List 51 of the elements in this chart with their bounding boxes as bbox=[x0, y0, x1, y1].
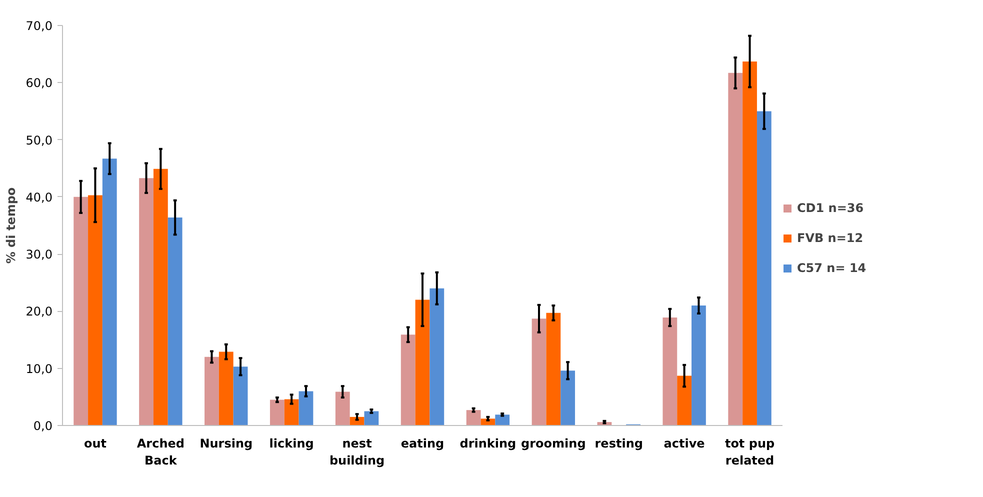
x-tick-label: grooming bbox=[521, 436, 586, 450]
y-axis-title: % di tempo bbox=[4, 187, 18, 264]
x-tick-label: licking bbox=[269, 436, 314, 450]
y-tick-label: 10,0 bbox=[26, 362, 52, 376]
bar bbox=[532, 318, 546, 426]
y-tick-label: 50,0 bbox=[26, 133, 52, 148]
x-tick-label: Arched Back bbox=[136, 436, 184, 468]
bar bbox=[430, 288, 444, 426]
bar bbox=[102, 158, 117, 426]
bar bbox=[495, 414, 510, 426]
bar bbox=[139, 178, 154, 426]
x-tick-label: Nursing bbox=[200, 436, 253, 450]
bar bbox=[560, 370, 576, 426]
bar bbox=[662, 318, 678, 426]
y-tick-label: 70,0 bbox=[26, 19, 52, 33]
bar bbox=[153, 168, 168, 426]
bar bbox=[546, 312, 561, 426]
bar bbox=[364, 411, 379, 426]
y-tick-label: 30,0 bbox=[26, 248, 52, 262]
y-tick-label: 0,0 bbox=[33, 419, 53, 433]
bar bbox=[284, 399, 299, 426]
bar bbox=[728, 72, 743, 426]
bar bbox=[466, 410, 481, 426]
bar bbox=[270, 400, 284, 426]
legend-label: CD1 n=36 bbox=[797, 201, 864, 215]
y-tick-label: 40,0 bbox=[26, 190, 52, 204]
y-tick-label: 60,0 bbox=[26, 76, 52, 90]
y-tick-label: 20,0 bbox=[26, 304, 52, 319]
x-tick-label: drinking bbox=[460, 436, 516, 450]
bar bbox=[204, 356, 219, 426]
x-tick-label: active bbox=[664, 436, 705, 450]
bar bbox=[742, 62, 757, 426]
bar bbox=[218, 352, 234, 426]
bar bbox=[233, 366, 248, 426]
bar bbox=[298, 391, 314, 426]
x-tick-label: resting bbox=[594, 436, 643, 450]
legend-label: FVB n=12 bbox=[797, 231, 864, 245]
bar bbox=[335, 392, 350, 426]
bar bbox=[692, 306, 706, 426]
bar bbox=[400, 334, 416, 426]
x-tick-label: tot pup related bbox=[724, 436, 775, 468]
bar bbox=[415, 300, 430, 426]
bar bbox=[74, 196, 88, 426]
bar bbox=[168, 218, 182, 426]
bar bbox=[88, 195, 102, 426]
x-tick-label: nest building bbox=[329, 436, 385, 468]
x-tick-label: eating bbox=[400, 436, 444, 450]
legend-label: C57 n= 14 bbox=[797, 261, 866, 275]
x-tick-label: out bbox=[84, 436, 107, 450]
bar bbox=[756, 111, 772, 426]
bar bbox=[677, 376, 692, 426]
